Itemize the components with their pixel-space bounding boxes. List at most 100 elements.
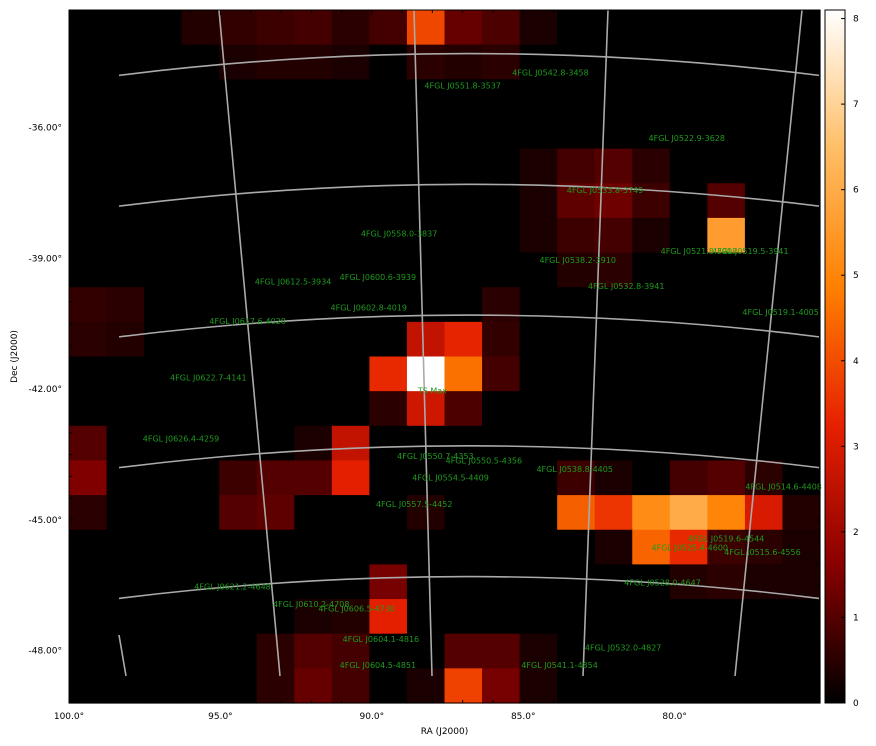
source-label: 4FGL J0621.2-4648 [194, 583, 271, 592]
colorbar-tick-label: 1 [853, 613, 859, 623]
heatmap-cell [782, 564, 821, 600]
heatmap-cell [256, 10, 295, 46]
heatmap-cell [632, 252, 671, 288]
heatmap-cell [669, 10, 708, 46]
source-label: 4FGL J0541.1-4854 [521, 661, 598, 670]
heatmap-cell [669, 252, 708, 288]
heatmap-cell [106, 183, 145, 219]
heatmap-cell [331, 633, 370, 669]
heatmap-cell [482, 44, 521, 80]
heatmap-cell [744, 668, 784, 704]
y-tick-label: -36.00° [28, 124, 62, 134]
heatmap-cell [331, 44, 370, 80]
colorbar-tick-label: 3 [853, 442, 859, 452]
heatmap-cell [406, 529, 446, 565]
heatmap-cell [444, 44, 483, 80]
heatmap-cell [369, 633, 408, 669]
heatmap-cell [557, 356, 596, 392]
source-label: 4FGL J0604.5-4851 [340, 661, 417, 670]
heatmap-cell [69, 113, 108, 150]
heatmap-cell [181, 599, 220, 635]
heatmap-cell [406, 287, 446, 323]
heatmap-cell [632, 79, 671, 115]
heatmap-cell [219, 287, 258, 323]
heatmap-cell [557, 529, 596, 565]
heatmap-cell [707, 356, 746, 392]
heatmap-cell [256, 217, 295, 254]
heatmap-cell [707, 252, 746, 288]
heatmap-cell [294, 217, 333, 254]
heatmap-cell [557, 564, 596, 600]
heatmap-cell [181, 356, 220, 392]
heatmap-cell [519, 79, 558, 115]
heatmap-cell [331, 391, 370, 427]
heatmap-cell [69, 668, 108, 704]
x-axis: 100.0° 95.0° 90.0° 85.0° 80.0° [54, 10, 797, 722]
heatmap-cell [369, 495, 408, 531]
heatmap-cell [256, 321, 295, 358]
heatmap-cell [744, 10, 784, 46]
heatmap-cell [69, 495, 108, 531]
heatmap-cell [406, 113, 446, 150]
heatmap-cell [632, 529, 671, 565]
heatmap-cell [519, 599, 558, 635]
heatmap-cell [669, 460, 708, 496]
heatmap-cell [482, 79, 521, 115]
source-label: 4FGL J0602.8-4019 [331, 304, 408, 313]
heatmap-cell [707, 564, 746, 600]
heatmap-cell [106, 425, 145, 462]
heatmap-cell [632, 391, 671, 427]
heatmap-cell [181, 633, 220, 669]
heatmap-cell [69, 391, 108, 427]
heatmap-cell [444, 183, 483, 219]
heatmap-cell [444, 391, 483, 427]
heatmap-cell [632, 633, 671, 669]
heatmap-cell [707, 79, 746, 115]
heatmap-cell [594, 599, 633, 635]
heatmap-cell [519, 217, 558, 254]
heatmap-cell [331, 599, 370, 635]
heatmap-cell [406, 10, 446, 46]
heatmap-cell [294, 495, 333, 531]
heatmap-cell [707, 495, 746, 531]
source-label: 4FGL J0610.2-4708 [273, 600, 350, 609]
y-tick-label: -42.00° [28, 385, 62, 395]
heatmap-cell [744, 287, 784, 323]
y-axis-label: Dec (J2000) [10, 330, 20, 383]
heatmap-cell [744, 44, 784, 80]
heatmap-cell [369, 668, 408, 704]
heatmap-cell [181, 44, 220, 80]
heatmap-cell [181, 460, 220, 496]
heatmap-cell [294, 252, 333, 288]
heatmap-cell [782, 217, 821, 254]
source-label: 4FGL J0525.4-4600 [652, 543, 729, 552]
colorbar-tick-label: 6 [853, 186, 859, 196]
heatmap-cell [219, 79, 258, 115]
heatmap-cell [406, 217, 446, 254]
heatmap-cell [557, 183, 596, 219]
heatmap-cell [369, 564, 408, 600]
heatmap-cell [181, 183, 220, 219]
heatmap-cell [782, 495, 821, 531]
heatmap-cell [369, 10, 408, 46]
heatmap-cell [294, 44, 333, 80]
heatmap-cell [707, 529, 746, 565]
heatmap-cell [594, 356, 633, 392]
heatmap-cell [482, 564, 521, 600]
source-label: 4FGL J0557.5-4452 [376, 500, 453, 509]
heatmap-cell [369, 79, 408, 115]
heatmap-cell [707, 10, 746, 46]
heatmap-cell [256, 356, 295, 392]
heatmap-cell [294, 356, 333, 392]
heatmap-cell [181, 148, 220, 184]
heatmap-cell [557, 633, 596, 669]
heatmap-cell [294, 599, 333, 635]
heatmap-cell [406, 356, 446, 392]
heatmap-cell [482, 391, 521, 427]
source-label: 4FGL J0538.2-3910 [539, 256, 616, 265]
heatmap-cell [106, 10, 145, 46]
heatmap-cell [744, 564, 784, 600]
heatmap-cell [181, 425, 220, 462]
heatmap-cell [106, 252, 145, 288]
